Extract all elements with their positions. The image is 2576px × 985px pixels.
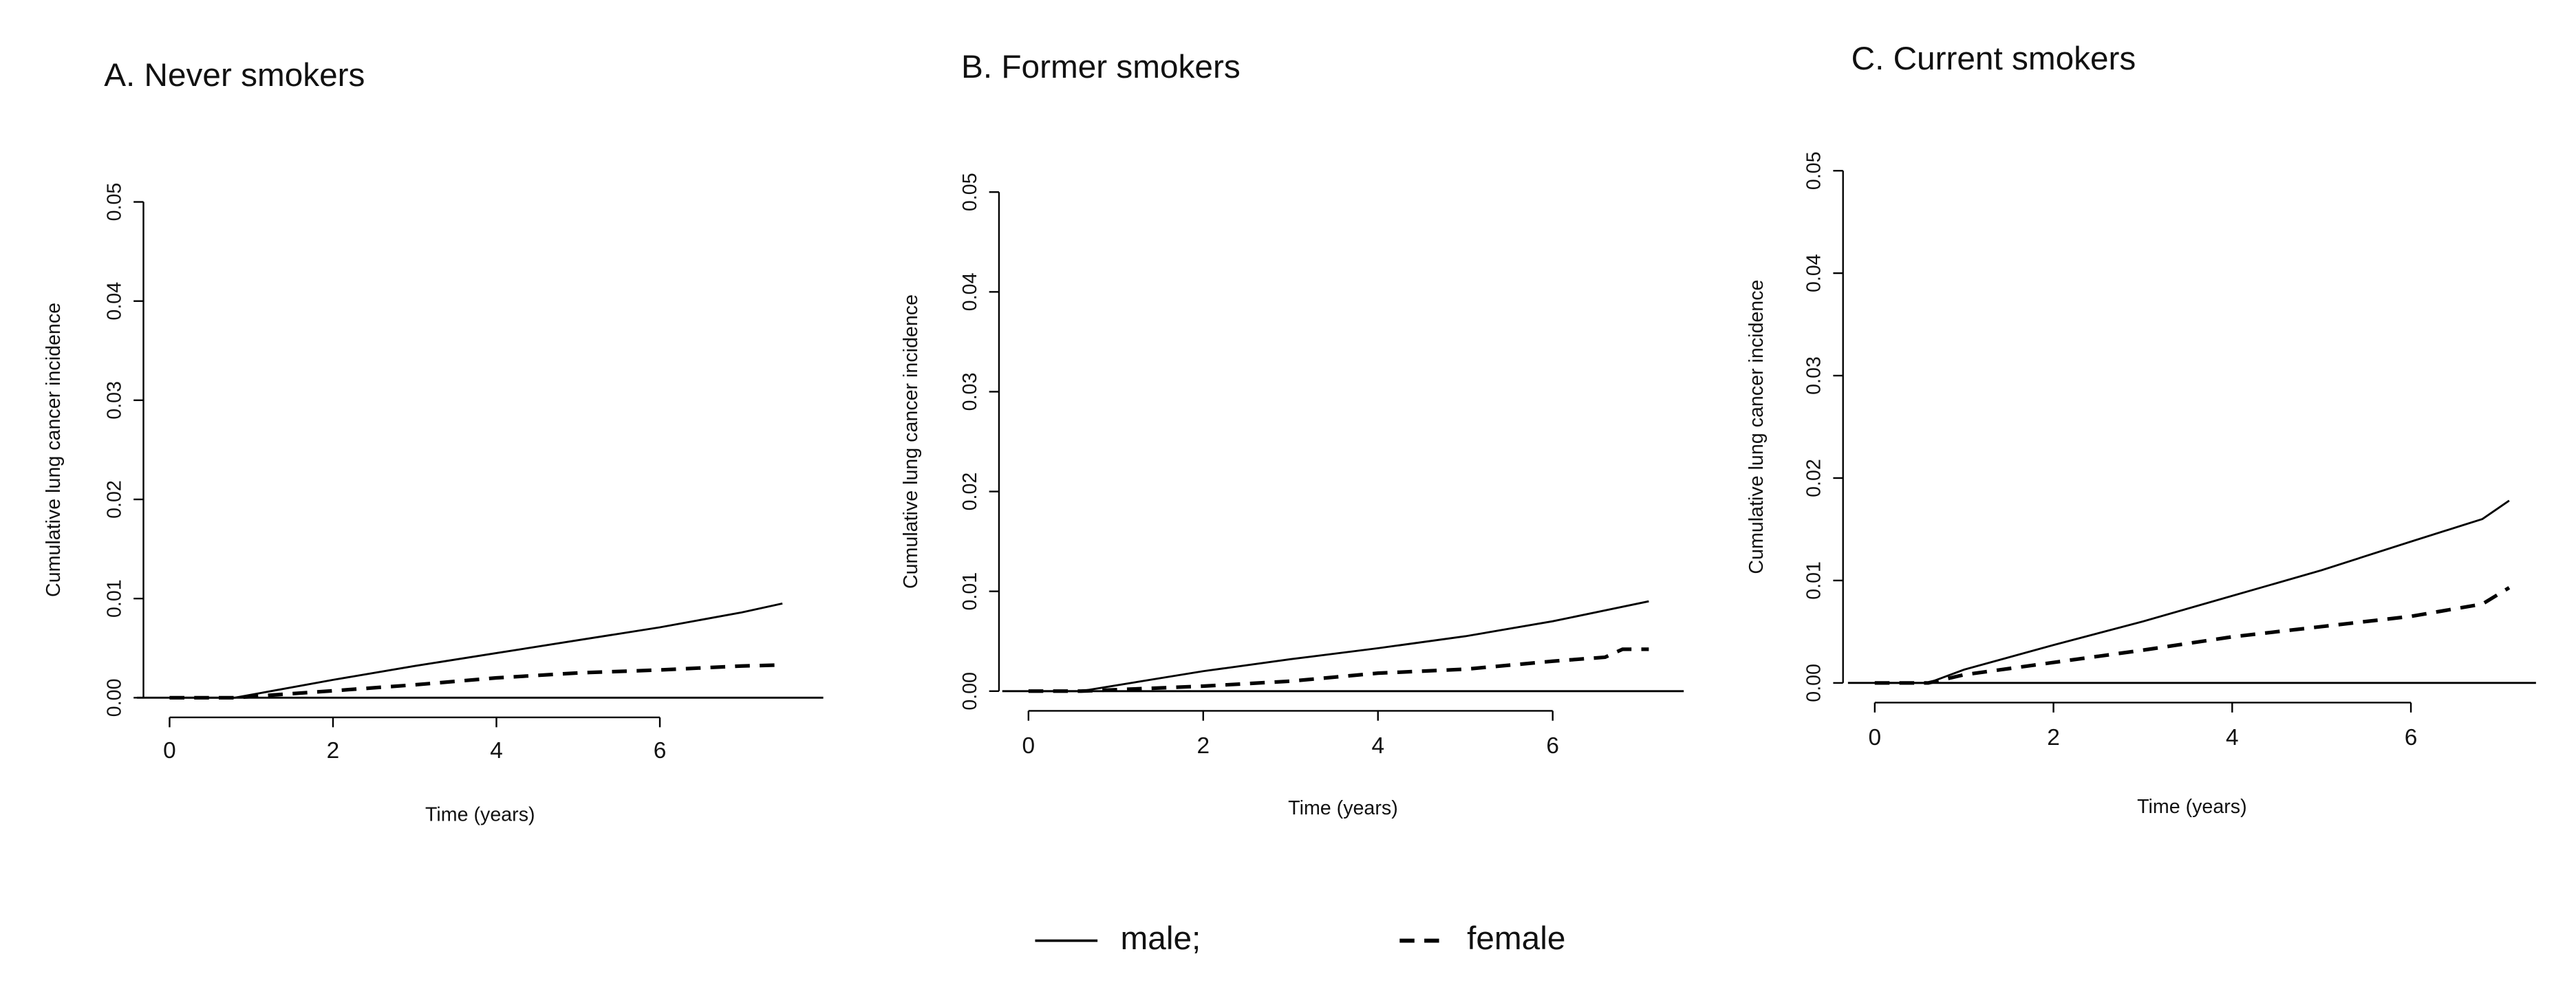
chart-title: A. Never smokers (104, 57, 365, 94)
y-tick-label: 0.00 (103, 678, 125, 717)
y-tick-label: 0.01 (959, 572, 981, 611)
y-tick-label: 0.05 (1803, 151, 1825, 190)
y-tick-label: 0.05 (103, 183, 125, 221)
legend-female: female (1467, 920, 1565, 957)
y-tick-label: 0.03 (103, 381, 125, 420)
chart-title: C. Current smokers (1852, 41, 2136, 77)
y-tick-label: 0.02 (959, 473, 981, 511)
x-tick-label: 0 (1869, 725, 1882, 750)
y-axis-label: Cumulative lung cancer incidence (900, 294, 922, 589)
x-axis-label: Time (years) (2137, 796, 2247, 818)
y-tick-label: 0.00 (1803, 664, 1825, 702)
y-axis-label: Cumulative lung cancer incidence (43, 303, 65, 597)
x-tick-label: 6 (654, 738, 667, 764)
y-tick-label: 0.04 (103, 282, 125, 321)
x-axis-label: Time (years) (425, 804, 535, 826)
x-tick-label: 2 (327, 738, 340, 764)
x-tick-label: 6 (2405, 725, 2418, 750)
y-tick-label: 0.02 (1803, 459, 1825, 497)
series-line (1874, 499, 2510, 684)
legend-male: male; (1121, 920, 1201, 957)
y-tick-label: 0.04 (1803, 254, 1825, 292)
x-tick-label: 4 (490, 738, 503, 764)
x-tick-label: 4 (2226, 725, 2239, 750)
x-axis-label: Time (years) (1288, 797, 1398, 819)
y-tick-label: 0.03 (959, 373, 981, 411)
y-tick-label: 0.05 (959, 173, 981, 211)
y-tick-label: 0.01 (1803, 561, 1825, 600)
y-tick-label: 0.04 (959, 272, 981, 311)
x-tick-label: 0 (163, 738, 176, 764)
y-tick-label: 0.01 (103, 579, 125, 618)
x-tick-label: 2 (1196, 733, 1210, 759)
x-tick-label: 0 (1022, 733, 1035, 759)
series-line (169, 602, 783, 699)
x-tick-label: 2 (2047, 725, 2060, 750)
y-tick-label: 0.00 (959, 672, 981, 711)
x-tick-label: 4 (1371, 733, 1384, 759)
y-axis-label: Cumulative lung cancer incidence (1746, 280, 1768, 574)
series-line (169, 663, 783, 700)
chart-title: B. Former smokers (961, 49, 1241, 85)
x-tick-label: 6 (1546, 733, 1559, 759)
series-line (1874, 586, 2511, 685)
series-line (1028, 600, 1649, 693)
y-tick-label: 0.02 (103, 480, 125, 519)
y-tick-label: 0.03 (1803, 356, 1825, 395)
